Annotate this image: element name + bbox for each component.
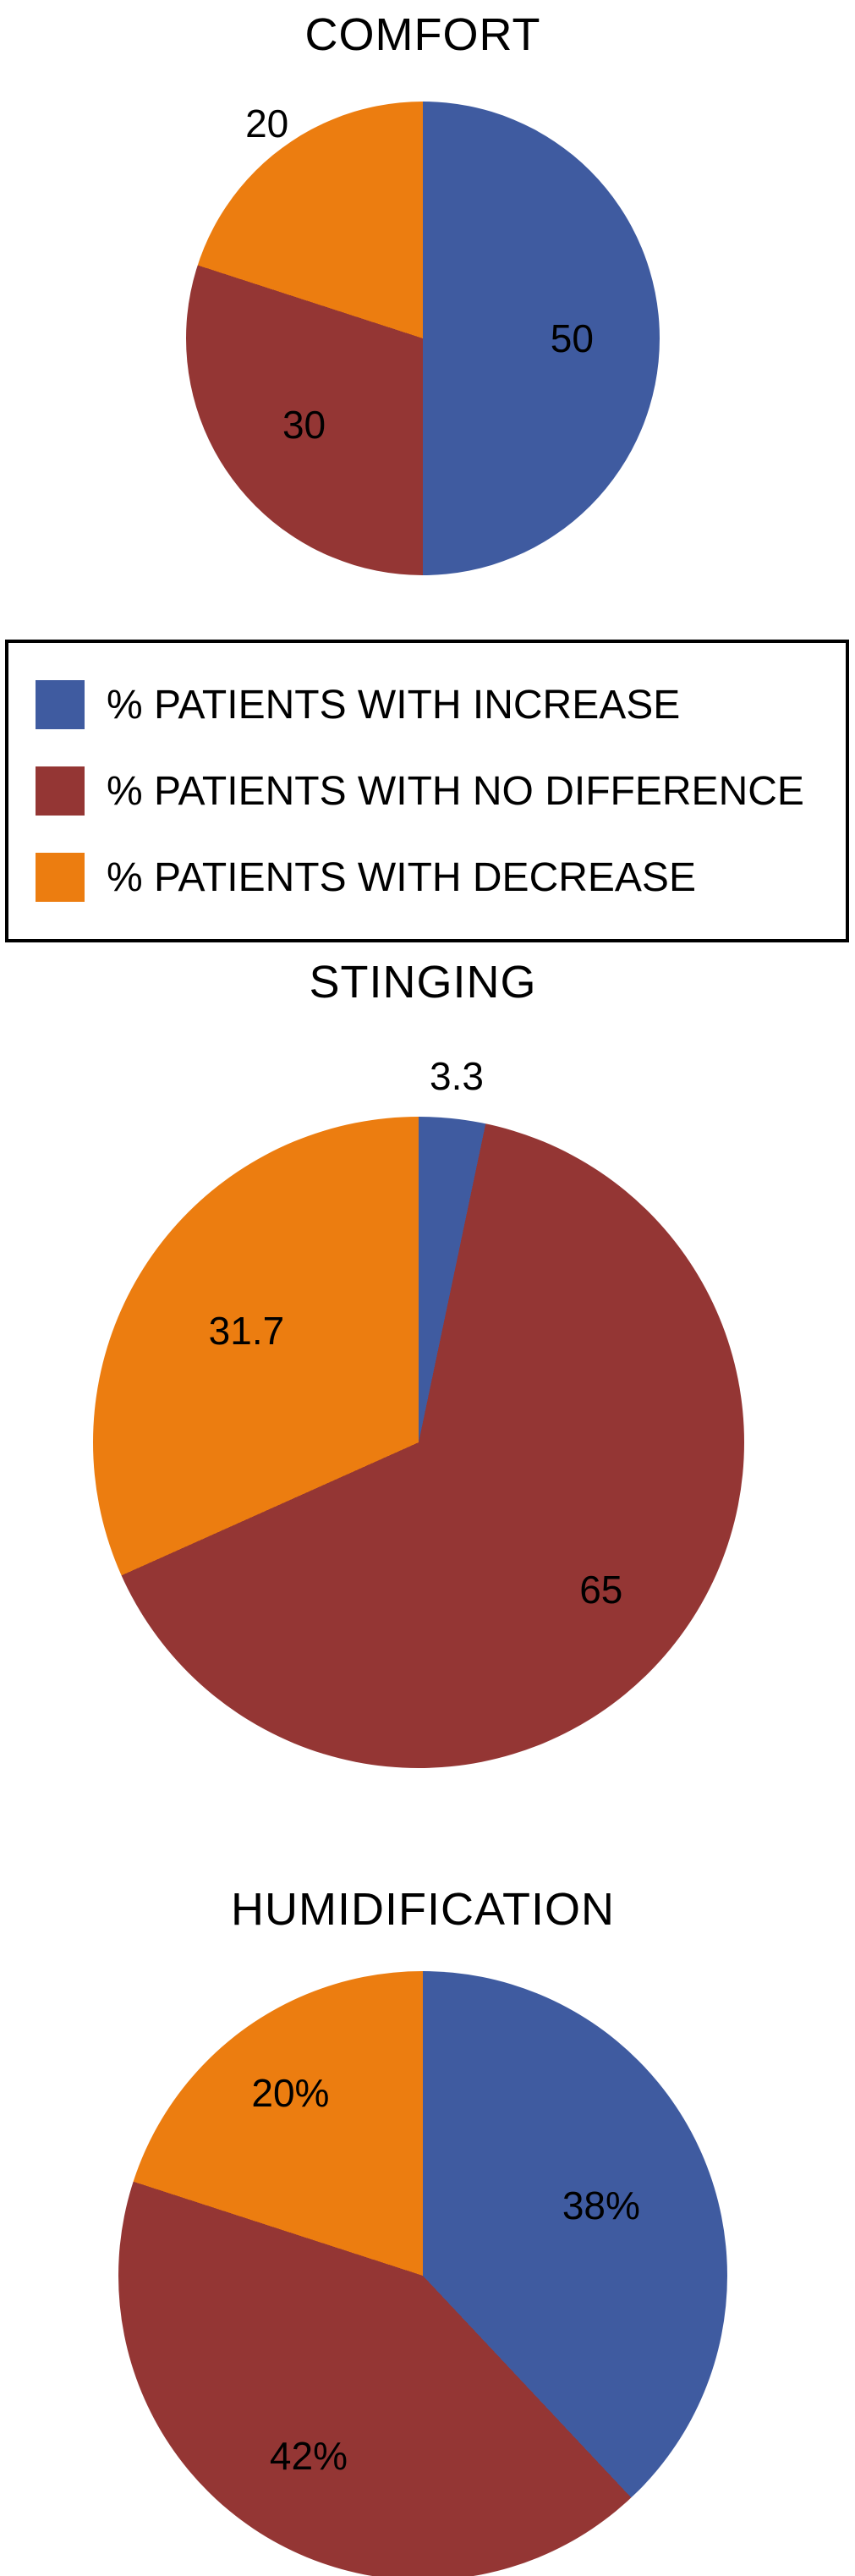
slice-label: 3.3 (430, 1054, 484, 1099)
slice-label: 38% (562, 2183, 640, 2227)
legend-label-no-difference: % PATIENTS WITH NO DIFFERENCE (107, 768, 804, 814)
slice-label: 20 (245, 102, 289, 146)
legend-label-increase: % PATIENTS WITH INCREASE (107, 682, 681, 728)
slice-label: 30 (282, 403, 326, 448)
humidification-pie: 38% 42% 20% (118, 1971, 727, 2576)
legend-item-increase: % PATIENTS WITH INCREASE (36, 680, 846, 729)
stinging-pie: 3.3 65 31.7 (93, 1054, 744, 1768)
comfort-pie: 50 30 20 (186, 102, 660, 575)
legend-swatch-no-difference (36, 766, 85, 816)
slice-label: 65 (579, 1567, 623, 1612)
legend: % PATIENTS WITH INCREASE % PATIENTS WITH… (5, 640, 849, 942)
comfort-chart-title: COMFORT (304, 9, 541, 60)
legend-swatch-increase (36, 680, 85, 729)
legend-item-decrease: % PATIENTS WITH DECREASE (36, 853, 846, 902)
legend-swatch-decrease (36, 853, 85, 902)
legend-label-decrease: % PATIENTS WITH DECREASE (107, 854, 696, 900)
stinging-chart-title: STINGING (309, 957, 537, 1008)
stinging-pie-circle (93, 1117, 744, 1768)
slice-label: 42% (269, 2433, 348, 2478)
slice-label: 31.7 (208, 1309, 285, 1354)
slice-label: 20% (251, 2071, 330, 2116)
legend-item-no-difference: % PATIENTS WITH NO DIFFERENCE (36, 766, 846, 816)
slice-label: 50 (550, 316, 594, 360)
comfort-pie-circle (186, 102, 660, 575)
humidification-pie-circle (118, 1971, 727, 2576)
humidification-chart-title: HUMIDIFICATION (231, 1884, 615, 1935)
